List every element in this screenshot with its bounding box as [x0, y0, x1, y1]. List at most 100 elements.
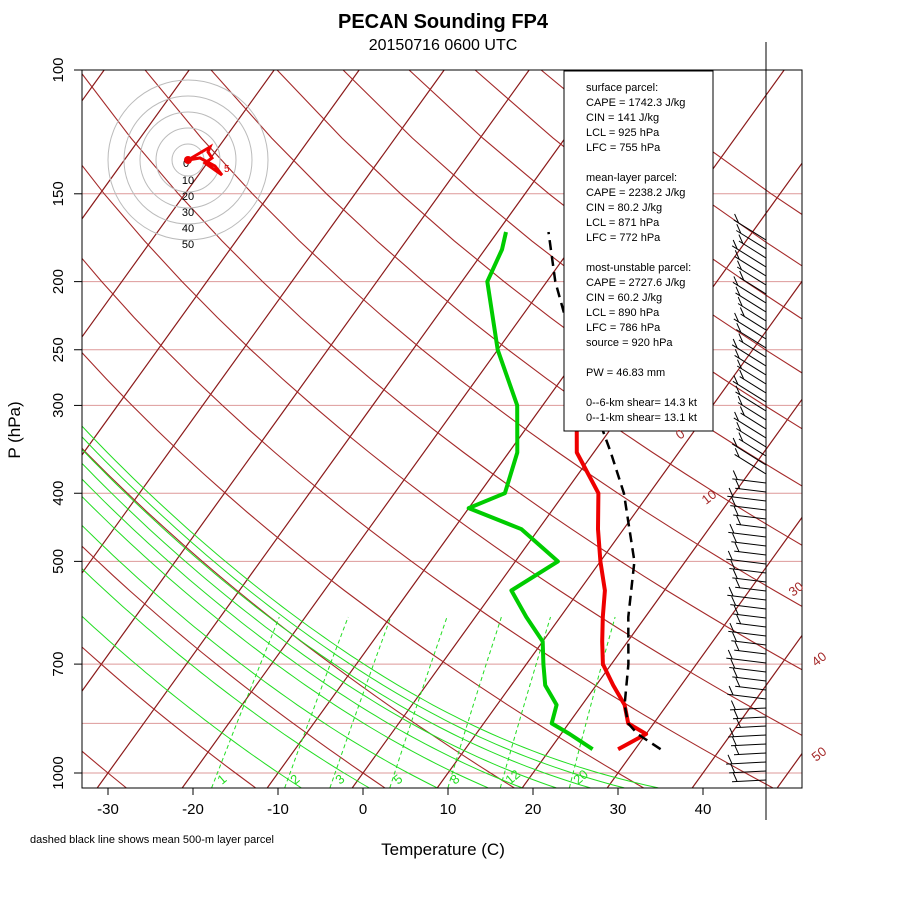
y-tick-label: 200 [50, 269, 67, 294]
profile-dewpoint [466, 231, 594, 751]
wind-barb-feather [733, 375, 739, 385]
wind-barb [730, 604, 767, 610]
info-box-frame [563, 70, 714, 432]
moist-adiabat [82, 568, 370, 788]
mixing-ratio-label: 1 [214, 771, 229, 787]
wind-barb-feather [731, 497, 737, 507]
shear-0-1km: 0--1-km shear= 13.1 kt [586, 412, 697, 424]
y-axis-label: P (hPa) [5, 401, 24, 458]
mixing-ratio-label: 12 [502, 767, 523, 788]
mixing-ratio-line [211, 616, 280, 788]
wind-barb-feather [728, 487, 734, 498]
wind-barb [734, 255, 767, 277]
hodograph-label: 0 [183, 158, 189, 170]
wind-barb [726, 657, 767, 664]
wind-barb [734, 453, 767, 475]
moist-adiabat [82, 425, 659, 788]
mixing-ratio-line [568, 616, 616, 788]
y-tick-label: 100 [50, 57, 67, 82]
surface-cin: CIN = 141 J/kg [586, 112, 659, 124]
most-unstable-heading: most-unstable parcel: [586, 262, 691, 274]
wind-barb-feather [734, 641, 740, 651]
mean-layer-lcl: LCL = 871 hPa [586, 217, 660, 229]
isotherm-line [862, 70, 900, 788]
wind-barb [737, 402, 767, 421]
dry-adiabat [408, 70, 802, 374]
wind-barb [732, 716, 767, 720]
wind-barb-feather [737, 296, 743, 307]
wind-barb-feather [731, 736, 737, 746]
mixing-ratio-line [447, 616, 502, 788]
wind-barb-feather [732, 533, 737, 543]
wind-barb [737, 303, 767, 322]
wind-barb [735, 487, 767, 493]
wind-barb [740, 412, 767, 430]
wind-barb [735, 391, 767, 412]
mixing-ratio-label: 5 [390, 771, 405, 787]
wind-barb [732, 380, 767, 403]
hodograph-ring [155, 127, 221, 193]
wind-barb [726, 558, 767, 565]
x-tick-label: 20 [525, 801, 542, 818]
wind-barb [731, 640, 767, 646]
hodograph-label: 20 [182, 191, 194, 203]
x-tick-label: 40 [695, 801, 712, 818]
wind-barb [732, 478, 767, 484]
wind-barb [731, 779, 767, 783]
wind-barb [736, 230, 767, 250]
y-tick-label: 150 [50, 181, 67, 206]
y-axis-ticks: 100 150 200 250 300 400 500 700 1000 [50, 57, 82, 790]
wind-barb-feather [738, 333, 744, 343]
wind-barb-feather [735, 677, 741, 688]
dry-adiabat [82, 646, 256, 788]
wind-barb-feather [734, 745, 740, 755]
wind-barb-feather [727, 754, 733, 765]
wind-barb-feather [728, 685, 734, 696]
wind-barb-feather [739, 307, 745, 317]
isotherm-label: 50 [809, 744, 830, 765]
wind-barb-feather [737, 260, 742, 270]
wind-barb [731, 245, 767, 268]
y-tick-label: 500 [50, 549, 67, 574]
wind-barb-feather [734, 448, 740, 458]
wind-barb-feather [733, 605, 739, 615]
wind-barb-feather [732, 338, 738, 349]
wind-barb [736, 428, 767, 448]
wind-barb-feather [736, 322, 742, 333]
mean-layer-cape: CAPE = 2238.2 J/kg [586, 187, 685, 199]
moist-adiabat [82, 436, 625, 788]
dry-adiabat [82, 257, 774, 788]
wind-barb-feather [736, 718, 741, 728]
hodograph: 0 5 10 20 30 40 50 [107, 79, 269, 251]
wind-barb-feather [734, 312, 740, 323]
mixing-ratio-label: 8 [447, 771, 462, 787]
wind-barb [728, 630, 767, 637]
wind-barb-feather [735, 286, 741, 297]
wind-barb-feather [730, 658, 736, 669]
wind-barb [739, 277, 767, 295]
wind-barb [739, 376, 767, 394]
surface-cape: CAPE = 1742.3 J/kg [586, 97, 685, 109]
wind-barb-feather [739, 406, 745, 416]
wind-barb [730, 743, 767, 747]
hodograph-label: 10 [182, 175, 194, 187]
wind-barb-feather [737, 395, 743, 406]
wind-barb-feather [736, 223, 742, 234]
y-tick-label: 250 [50, 337, 67, 362]
wind-barb-feather [727, 550, 733, 561]
isotherm-line [82, 70, 530, 693]
mixing-ratio-line [329, 616, 392, 788]
wind-barb-feather [736, 421, 742, 432]
wind-barb [736, 365, 767, 385]
most-unstable-source: source = 920 hPa [586, 337, 673, 349]
dry-adiabat [82, 545, 386, 788]
wind-barb [733, 514, 767, 520]
wind-barb-feather [731, 596, 737, 606]
wind-barb-feather [734, 542, 740, 552]
wind-barb-feather [732, 470, 738, 480]
hodograph-label: 5 [224, 164, 230, 175]
wind-barb [735, 586, 767, 592]
isotherm-line [82, 70, 275, 338]
x-tick-label: -30 [97, 801, 119, 818]
